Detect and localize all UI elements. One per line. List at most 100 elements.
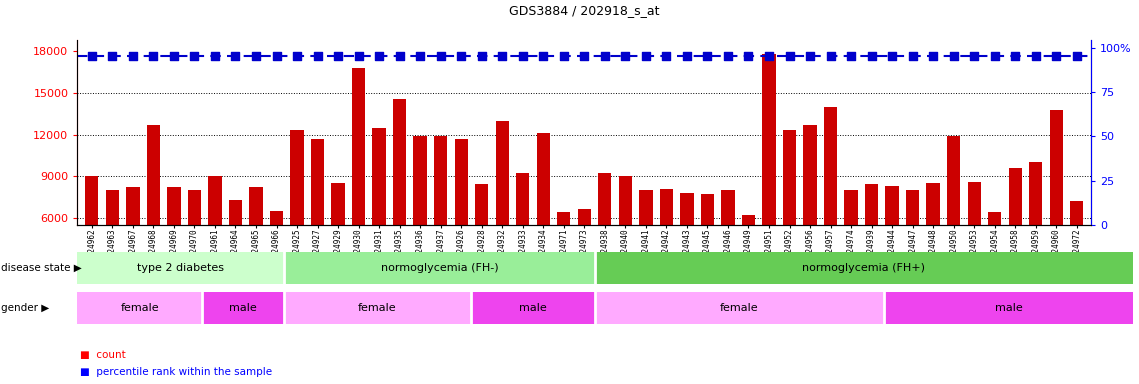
- Text: GDS3884 / 202918_s_at: GDS3884 / 202918_s_at: [509, 4, 659, 17]
- Bar: [926, 183, 940, 301]
- Text: ■  count: ■ count: [80, 350, 125, 360]
- Bar: [782, 131, 796, 301]
- Text: normoglycemia (FH-): normoglycemia (FH-): [380, 263, 498, 273]
- Point: [268, 53, 286, 59]
- Point: [637, 53, 655, 59]
- Point: [719, 53, 737, 59]
- Point: [1047, 53, 1065, 59]
- Text: gender ▶: gender ▶: [1, 303, 49, 313]
- Text: male: male: [518, 303, 547, 313]
- Point: [985, 53, 1003, 59]
- Point: [83, 53, 101, 59]
- Bar: [721, 190, 735, 301]
- Bar: [1050, 109, 1063, 301]
- Point: [288, 53, 306, 59]
- Bar: [536, 133, 550, 301]
- Bar: [680, 193, 694, 301]
- Point: [186, 53, 204, 59]
- Point: [903, 53, 921, 59]
- Point: [739, 53, 757, 59]
- Point: [473, 53, 491, 59]
- Bar: [352, 68, 366, 301]
- Bar: [229, 200, 243, 301]
- Bar: [434, 136, 448, 301]
- Bar: [475, 184, 489, 301]
- Bar: [823, 107, 837, 301]
- Point: [1067, 53, 1085, 59]
- Bar: [331, 183, 345, 301]
- Bar: [311, 139, 325, 301]
- Point: [760, 53, 778, 59]
- Text: disease state ▶: disease state ▶: [1, 263, 82, 273]
- Bar: [188, 190, 202, 301]
- Point: [227, 53, 245, 59]
- Text: female: female: [720, 303, 759, 313]
- Bar: [803, 125, 817, 301]
- Point: [432, 53, 450, 59]
- Point: [350, 53, 368, 59]
- Point: [104, 53, 122, 59]
- Point: [514, 53, 532, 59]
- Bar: [167, 187, 181, 301]
- Bar: [454, 139, 468, 301]
- Bar: [885, 186, 899, 301]
- Bar: [906, 190, 919, 301]
- Bar: [393, 99, 407, 301]
- Bar: [372, 127, 386, 301]
- Point: [534, 53, 552, 59]
- Bar: [516, 173, 530, 301]
- Bar: [967, 182, 981, 301]
- Point: [247, 53, 265, 59]
- Point: [821, 53, 839, 59]
- Point: [944, 53, 962, 59]
- Bar: [844, 190, 858, 301]
- Text: male: male: [994, 303, 1023, 313]
- Bar: [741, 215, 755, 301]
- Bar: [988, 212, 1001, 301]
- Point: [1026, 53, 1044, 59]
- Point: [842, 53, 860, 59]
- Bar: [495, 121, 509, 301]
- Point: [370, 53, 388, 59]
- Bar: [85, 176, 98, 301]
- Bar: [1030, 162, 1042, 301]
- Bar: [147, 125, 161, 301]
- Point: [575, 53, 593, 59]
- Bar: [577, 209, 591, 301]
- Bar: [270, 211, 284, 301]
- Point: [452, 53, 470, 59]
- Bar: [106, 190, 118, 301]
- Point: [965, 53, 983, 59]
- Bar: [290, 131, 304, 301]
- Text: female: female: [121, 303, 158, 313]
- Point: [411, 53, 429, 59]
- Text: ■  percentile rank within the sample: ■ percentile rank within the sample: [80, 367, 272, 377]
- Text: normoglycemia (FH+): normoglycemia (FH+): [802, 263, 925, 273]
- Bar: [1071, 201, 1083, 301]
- Point: [555, 53, 573, 59]
- Bar: [639, 190, 653, 301]
- Bar: [126, 187, 139, 301]
- Bar: [413, 136, 427, 301]
- Bar: [947, 136, 960, 301]
- Bar: [762, 54, 776, 301]
- Point: [165, 53, 183, 59]
- Point: [145, 53, 163, 59]
- Bar: [618, 176, 632, 301]
- Point: [780, 53, 798, 59]
- Point: [801, 53, 819, 59]
- Point: [616, 53, 634, 59]
- Point: [883, 53, 901, 59]
- Point: [596, 53, 614, 59]
- Point: [309, 53, 327, 59]
- Text: female: female: [358, 303, 396, 313]
- Bar: [598, 173, 612, 301]
- Point: [391, 53, 409, 59]
- Point: [1006, 53, 1024, 59]
- Bar: [865, 184, 878, 301]
- Bar: [208, 176, 222, 301]
- Point: [206, 53, 224, 59]
- Point: [124, 53, 142, 59]
- Point: [657, 53, 675, 59]
- Point: [493, 53, 511, 59]
